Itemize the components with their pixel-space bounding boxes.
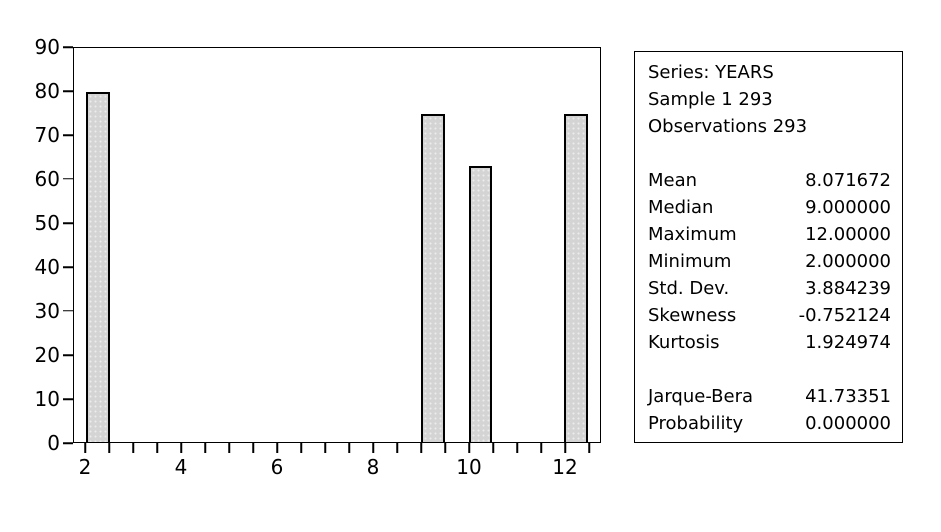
x-axis-tick [468,443,470,453]
observations-count: Observations 293 [648,116,808,137]
histogram-bar [564,113,589,442]
x-axis-tick [300,443,302,453]
stat-label: Probability [648,413,744,434]
x-axis-tick [132,443,134,453]
x-axis-tick [516,443,518,453]
stat-value: 9.000000 [805,197,891,218]
y-axis-tick [63,310,73,312]
stat-row-mean: Mean 8.071672 [648,167,891,194]
stat-label: Median [648,197,714,218]
spacer [648,356,891,383]
stat-value: 1.924974 [805,332,891,353]
y-axis-tick [63,266,73,268]
y-axis-tick [63,90,73,92]
y-axis-tick-label: 10 [34,387,60,411]
stat-row-maximum: Maximum 12.00000 [648,221,891,248]
y-axis-tick-label: 80 [34,79,60,103]
x-axis-tick [276,443,278,453]
y-axis-tick [63,222,73,224]
stat-label: Std. Dev. [648,278,730,299]
x-axis-tick [324,443,326,453]
x-axis-tick-label: 2 [78,455,92,479]
stat-row-median: Median 9.000000 [648,194,891,221]
stat-value: 2.000000 [805,251,891,272]
series-name: Series: YEARS [648,62,774,83]
x-axis-tick [156,443,158,453]
plot-area: 0 10 20 30 40 50 60 70 80 90 2 4 6 8 10 12 [35,37,601,477]
y-axis-tick-label: 30 [34,298,60,323]
x-axis-tick [372,443,374,453]
spacer [648,140,891,167]
histogram-bar [468,166,493,442]
stat-row-minimum: Minimum 2.000000 [648,248,891,275]
stats-box: Series: YEARS Sample 1 293 Observations … [634,51,903,443]
y-axis-tick [63,354,73,356]
sample-range: Sample 1 293 [648,89,773,110]
stat-value: 0.000000 [805,413,891,434]
x-axis-tick [108,443,110,453]
y-axis-tick [63,134,73,136]
y-axis-tick [63,442,73,444]
x-axis-tick [444,443,446,453]
stat-row-skewness: Skewness -0.752124 [648,302,891,329]
stat-value: 12.00000 [805,224,891,245]
y-axis-tick-label: 20 [34,343,60,367]
y-axis-tick [63,398,73,400]
y-axis-tick-label: 70 [34,123,60,147]
stat-label: Minimum [648,251,732,272]
y-axis-tick-label: 0 [47,431,60,455]
stat-row-std-dev: Std. Dev. 3.884239 [648,275,891,302]
y-axis-tick-label: 60 [34,166,60,191]
x-axis-tick [492,443,494,453]
x-axis-tick [420,443,422,453]
histogram-bar [85,91,110,442]
x-axis-tick [204,443,206,453]
stat-label: Kurtosis [648,332,720,353]
x-axis-tick [252,443,254,453]
x-axis-tick [396,443,398,453]
stat-label: Skewness [648,305,737,326]
x-axis-tick [348,443,350,453]
y-axis-tick [63,46,73,48]
x-axis-tick [84,443,86,453]
y-axis-tick [63,178,73,180]
stat-row-kurtosis: Kurtosis 1.924974 [648,329,891,356]
x-axis-tick [564,443,566,453]
x-axis-tick [180,443,182,453]
x-axis-tick-label: 12 [552,455,578,479]
x-axis-tick-label: 10 [456,455,482,479]
plot-frame [73,47,601,443]
x-axis-tick [228,443,230,453]
y-axis-tick-label: 90 [34,35,60,59]
x-axis-tick-label: 4 [174,455,188,479]
stat-value: 8.071672 [805,170,891,191]
x-axis-tick [540,443,542,453]
stat-row-probability: Probability 0.000000 [648,410,891,437]
y-axis-tick-label: 40 [34,255,60,279]
stat-label: Mean [648,170,698,191]
stat-label: Jarque-Bera [648,386,754,407]
stat-label: Maximum [648,224,737,245]
x-axis-tick [588,443,590,453]
stat-value: 3.884239 [805,278,891,299]
x-axis-tick-label: 8 [366,455,380,479]
y-axis-tick-label: 50 [34,211,60,235]
stat-value: 41.73351 [805,386,891,407]
x-axis-tick-label: 6 [270,455,284,479]
stat-value: -0.752124 [798,305,891,326]
stat-row-jarque-bera: Jarque-Bera 41.73351 [648,383,891,410]
histogram-bar [420,113,445,442]
